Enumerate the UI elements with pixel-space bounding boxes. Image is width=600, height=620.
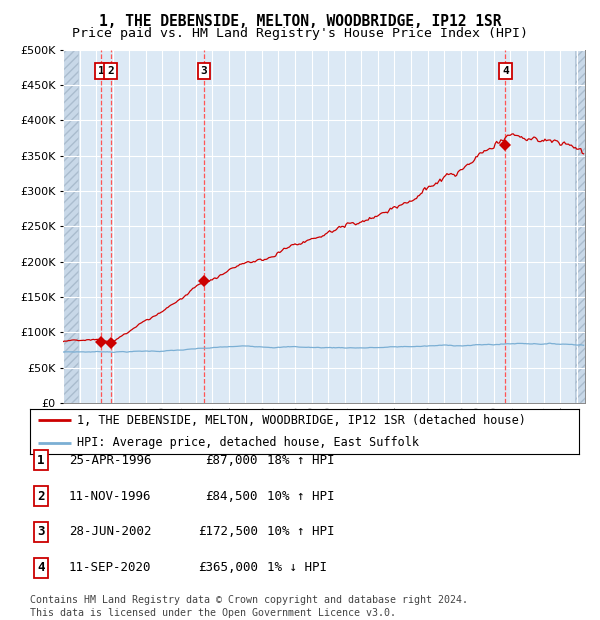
Bar xyxy=(63,50,78,403)
Text: 25-APR-1996: 25-APR-1996 xyxy=(69,454,151,466)
Bar xyxy=(575,50,585,403)
Text: 1, THE DEBENSIDE, MELTON, WOODBRIDGE, IP12 1SR (detached house): 1, THE DEBENSIDE, MELTON, WOODBRIDGE, IP… xyxy=(77,414,526,427)
Bar xyxy=(575,50,585,403)
Text: 18% ↑ HPI: 18% ↑ HPI xyxy=(267,454,335,466)
Text: 1% ↓ HPI: 1% ↓ HPI xyxy=(267,562,327,574)
Text: 11-NOV-1996: 11-NOV-1996 xyxy=(69,490,151,502)
Text: 3: 3 xyxy=(200,66,207,76)
Text: 2: 2 xyxy=(37,490,44,502)
Text: £172,500: £172,500 xyxy=(198,526,258,538)
Text: 3: 3 xyxy=(37,526,44,538)
Text: 1: 1 xyxy=(98,66,105,76)
Text: 4: 4 xyxy=(37,562,44,574)
Text: 2: 2 xyxy=(107,66,114,76)
Text: 10% ↑ HPI: 10% ↑ HPI xyxy=(267,490,335,502)
Text: Price paid vs. HM Land Registry's House Price Index (HPI): Price paid vs. HM Land Registry's House … xyxy=(72,27,528,40)
Text: 28-JUN-2002: 28-JUN-2002 xyxy=(69,526,151,538)
Text: £87,000: £87,000 xyxy=(205,454,258,466)
Bar xyxy=(63,50,78,403)
Text: 11-SEP-2020: 11-SEP-2020 xyxy=(69,562,151,574)
Text: Contains HM Land Registry data © Crown copyright and database right 2024.
This d: Contains HM Land Registry data © Crown c… xyxy=(30,595,468,618)
Text: 10% ↑ HPI: 10% ↑ HPI xyxy=(267,526,335,538)
Text: HPI: Average price, detached house, East Suffolk: HPI: Average price, detached house, East… xyxy=(77,436,419,449)
Text: 1: 1 xyxy=(37,454,44,466)
Text: £365,000: £365,000 xyxy=(198,562,258,574)
Text: 1, THE DEBENSIDE, MELTON, WOODBRIDGE, IP12 1SR: 1, THE DEBENSIDE, MELTON, WOODBRIDGE, IP… xyxy=(99,14,501,29)
Text: 4: 4 xyxy=(502,66,509,76)
Text: £84,500: £84,500 xyxy=(205,490,258,502)
